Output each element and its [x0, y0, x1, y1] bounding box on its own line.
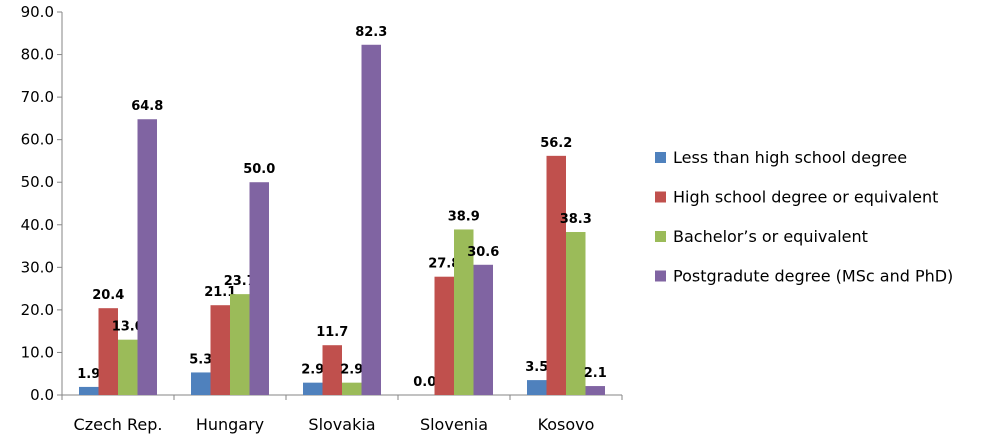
- y-tick-label: 30.0: [21, 258, 54, 276]
- y-tick-label: 20.0: [21, 301, 54, 319]
- bar: [118, 339, 138, 395]
- bar: [137, 119, 157, 396]
- y-tick-label: 90.0: [21, 3, 54, 21]
- data-label: 2.1: [584, 366, 607, 381]
- bar: [473, 264, 493, 395]
- y-tick-label: 10.0: [21, 343, 54, 361]
- y-tick-label: 80.0: [21, 46, 54, 64]
- bar: [546, 155, 566, 395]
- data-label: 11.7: [316, 325, 348, 340]
- data-label: 30.6: [467, 245, 499, 260]
- bar: [79, 386, 99, 395]
- x-tick-label: Kosovo: [538, 415, 595, 434]
- bar: [527, 380, 547, 395]
- y-tick-label: 70.0: [21, 88, 54, 106]
- data-label: 21.1: [204, 285, 236, 300]
- data-label: 50.0: [243, 162, 275, 177]
- data-label: 56.2: [540, 136, 572, 151]
- x-tick-label: Slovenia: [420, 415, 488, 434]
- x-tick-label: Hungary: [196, 415, 264, 434]
- bar: [585, 386, 605, 395]
- legend-label: Postgradute degree (MSc and PhD): [673, 267, 953, 286]
- x-tick-label: Czech Rep.: [74, 415, 163, 434]
- bar: [342, 382, 362, 395]
- data-label: 5.3: [189, 352, 212, 367]
- bar: [249, 182, 269, 395]
- data-label: 0.0: [413, 375, 436, 390]
- bar: [434, 276, 454, 395]
- data-label: 20.4: [92, 288, 124, 303]
- bar: [454, 229, 474, 395]
- data-label: 27.8: [428, 257, 460, 272]
- data-label: 1.9: [77, 367, 100, 382]
- legend-label: Bachelor’s or equivalent: [673, 227, 868, 246]
- data-label: 82.3: [355, 25, 387, 40]
- y-tick-label: 50.0: [21, 173, 54, 191]
- bar: [191, 372, 211, 395]
- data-label: 38.9: [448, 209, 480, 224]
- y-tick-label: 0.0: [30, 386, 54, 404]
- bar: [98, 308, 118, 395]
- bar: [566, 232, 586, 395]
- y-tick-label: 40.0: [21, 216, 54, 234]
- data-label: 38.3: [560, 212, 592, 227]
- data-label: 13.0: [112, 320, 144, 335]
- data-label: 2.9: [301, 363, 324, 378]
- bar: [303, 382, 323, 395]
- data-label: 2.9: [340, 363, 363, 378]
- legend-swatch: [655, 270, 666, 282]
- legend: Less than high school degree High school …: [655, 148, 953, 286]
- x-tick-label: Slovakia: [308, 415, 375, 434]
- bar: [210, 305, 230, 395]
- legend-swatch: [655, 231, 666, 242]
- y-tick-label: 60.0: [21, 131, 54, 149]
- bar: [230, 294, 250, 395]
- bar: [361, 44, 381, 396]
- bar: [322, 345, 342, 395]
- legend-label: High school degree or equivalent: [673, 188, 938, 207]
- legend-label: Less than high school degree: [673, 148, 907, 167]
- data-label: 3.5: [525, 360, 548, 375]
- legend-swatch: [655, 152, 666, 163]
- data-label: 23.7: [224, 274, 256, 289]
- plot-area: 0.0 10.0 20.0 30.0 40.0 50.0 60.0 70.0 80.0 90.0 1…: [21, 3, 623, 434]
- legend-swatch: [655, 191, 666, 203]
- data-label: 64.8: [131, 99, 163, 114]
